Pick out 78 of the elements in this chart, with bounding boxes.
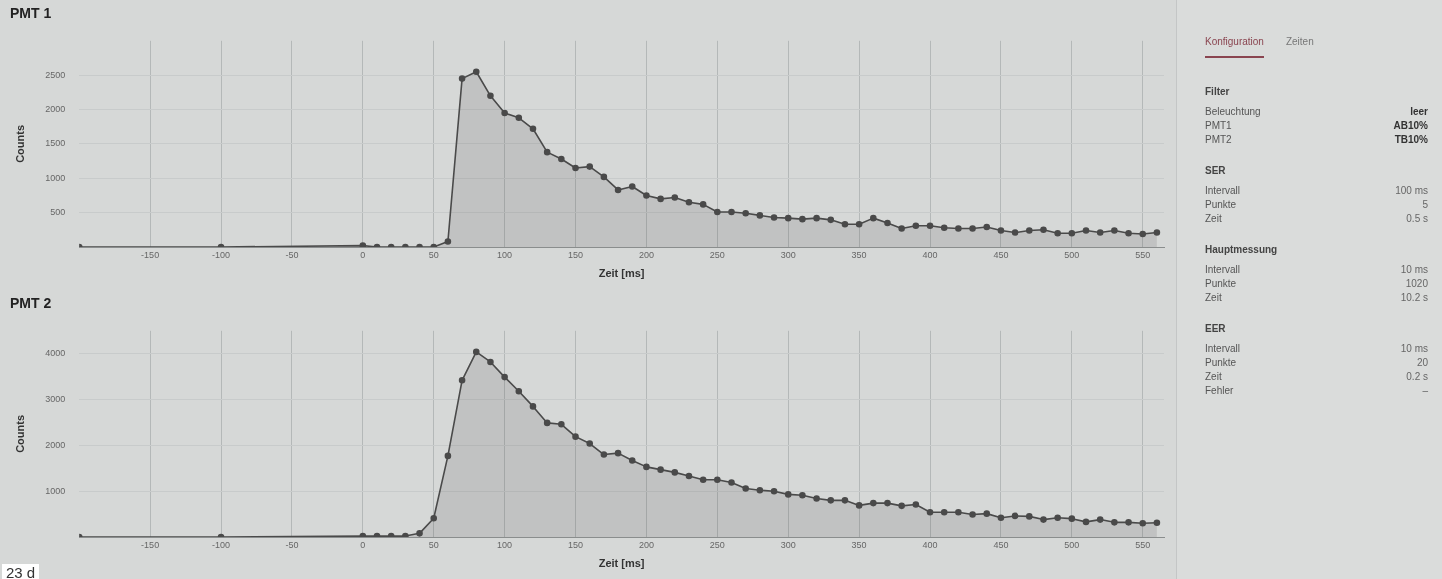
y-tick-label: 4000 bbox=[45, 348, 66, 359]
text: Konfiguration bbox=[1205, 36, 1264, 58]
x-axis-title: Zeit [ms] bbox=[598, 557, 645, 570]
text: Zeiten bbox=[1285, 36, 1314, 49]
x-tick-label: -100 bbox=[212, 249, 231, 260]
x-tick-label: 100 bbox=[497, 539, 513, 550]
x-tick-label: -50 bbox=[285, 539, 299, 550]
x-tick-label: 500 bbox=[1064, 539, 1080, 550]
text: 0.5 s bbox=[1406, 213, 1428, 224]
x-tick-label: 50 bbox=[428, 249, 439, 260]
y-tick-label: 2500 bbox=[45, 69, 66, 80]
category-label: Filter bbox=[1205, 86, 1231, 97]
category-label: Punkte bbox=[1205, 277, 1237, 291]
x-tick-label: 300 bbox=[780, 539, 796, 550]
category-label: PMT2 bbox=[1205, 133, 1232, 147]
y-axis-title: Counts bbox=[13, 124, 26, 163]
y-tick-label: 1500 bbox=[45, 138, 66, 149]
x-tick-label: -150 bbox=[141, 249, 160, 260]
x-tick-label: 200 bbox=[638, 539, 654, 550]
x-tick-label: 0 bbox=[360, 249, 366, 260]
chart-title: PMT 1 bbox=[10, 5, 52, 22]
x-tick-label: 350 bbox=[851, 249, 867, 260]
text: 1020 bbox=[1405, 278, 1428, 289]
x-tick-label: 550 bbox=[1135, 249, 1151, 260]
category-label: Punkte bbox=[1205, 356, 1237, 370]
x-tick-label: 0 bbox=[360, 539, 366, 550]
x-tick-label: -150 bbox=[141, 539, 160, 550]
text: 20 bbox=[1416, 357, 1428, 368]
text: 10 ms bbox=[1400, 343, 1428, 354]
text: TB10% bbox=[1394, 134, 1428, 145]
category-label: Zeit bbox=[1205, 370, 1222, 384]
x-tick-label: -100 bbox=[212, 539, 231, 550]
text: 5 bbox=[1422, 199, 1428, 210]
text: leer bbox=[1410, 106, 1428, 117]
x-tick-label: 250 bbox=[709, 539, 725, 550]
x-tick-label: 250 bbox=[709, 249, 725, 260]
category-label: EER bbox=[1205, 323, 1227, 334]
text: 100 ms bbox=[1395, 185, 1428, 196]
chart-title: PMT 2 bbox=[10, 295, 52, 312]
text: AB10% bbox=[1393, 120, 1428, 131]
category-label: Zeit bbox=[1205, 291, 1222, 305]
x-tick-label: 200 bbox=[638, 249, 654, 260]
category-label: Intervall bbox=[1205, 342, 1241, 356]
y-tick-label: 1000 bbox=[45, 172, 66, 183]
x-tick-label: 150 bbox=[568, 539, 584, 550]
category-label: Fehler bbox=[1205, 384, 1234, 398]
category-label: Intervall bbox=[1205, 184, 1241, 198]
category-label: Punkte bbox=[1205, 198, 1237, 212]
x-tick-label: 450 bbox=[993, 539, 1009, 550]
category-label: Zeit bbox=[1205, 212, 1222, 226]
x-tick-label: 500 bbox=[1064, 249, 1080, 260]
x-tick-label: 400 bbox=[922, 249, 938, 260]
text: 0.2 s bbox=[1406, 371, 1428, 382]
category-label: Intervall bbox=[1205, 263, 1241, 277]
y-tick-label: 500 bbox=[50, 207, 66, 218]
y-tick-label: 1000 bbox=[45, 485, 66, 496]
x-tick-label: 450 bbox=[993, 249, 1009, 260]
x-tick-label: 50 bbox=[428, 539, 439, 550]
text: 10 ms bbox=[1400, 264, 1428, 275]
x-tick-label: -50 bbox=[285, 249, 299, 260]
x-tick-label: 100 bbox=[497, 249, 513, 260]
text: 23 d bbox=[2, 564, 40, 579]
text: 10.2 s bbox=[1400, 292, 1428, 303]
text: – bbox=[1422, 385, 1428, 396]
category-label: Hauptmessung bbox=[1205, 244, 1279, 255]
x-tick-label: 300 bbox=[780, 249, 796, 260]
y-tick-label: 2000 bbox=[45, 439, 66, 450]
y-tick-label: 2000 bbox=[45, 104, 66, 115]
y-tick-label: 3000 bbox=[45, 394, 66, 405]
x-tick-label: 400 bbox=[922, 539, 938, 550]
category-label: PMT1 bbox=[1205, 119, 1232, 133]
x-tick-label: 150 bbox=[568, 249, 584, 260]
category-label: Beleuchtung bbox=[1205, 105, 1261, 119]
category-label: SER bbox=[1205, 165, 1227, 176]
x-tick-label: 350 bbox=[851, 539, 867, 550]
x-axis-title: Zeit [ms] bbox=[598, 267, 645, 280]
y-axis-title: Counts bbox=[13, 414, 26, 453]
x-tick-label: 550 bbox=[1135, 539, 1151, 550]
